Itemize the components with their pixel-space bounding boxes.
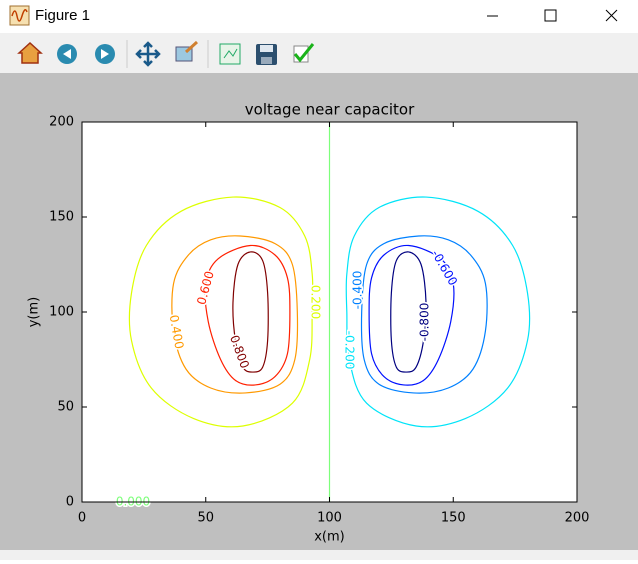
contour-label: -0.800 <box>418 303 432 342</box>
contour-line <box>204 244 291 386</box>
y-tick-label: 100 <box>49 305 74 320</box>
edit-button[interactable] <box>293 43 315 63</box>
contour-label: -0.400 <box>351 271 365 310</box>
status-bar <box>0 550 638 560</box>
contour-line <box>360 235 488 394</box>
y-tick-label: 0 <box>66 495 74 510</box>
save-button[interactable] <box>256 44 277 65</box>
contour-line <box>345 196 531 428</box>
home-button[interactable] <box>17 41 43 64</box>
chart-title: voltage near capacitor <box>245 101 415 119</box>
y-tick-label: 50 <box>57 400 74 415</box>
contour-line <box>128 196 314 428</box>
x-tick-label: 100 <box>317 511 342 526</box>
x-tick-label: 0 <box>78 511 86 526</box>
title-bar <box>0 0 638 33</box>
back-button[interactable] <box>57 44 77 64</box>
pan-button[interactable] <box>135 41 161 67</box>
contour-line <box>171 235 299 394</box>
x-tick-label: 150 <box>441 511 466 526</box>
contour-label: 0.200 <box>309 285 323 319</box>
y-tick-label: 150 <box>49 210 74 225</box>
contour-label: -0.200 <box>343 331 357 370</box>
x-axis-label: x(m) <box>314 530 345 545</box>
forward-button[interactable] <box>95 44 115 64</box>
x-tick-label: 200 <box>565 511 590 526</box>
zoom-button[interactable] <box>175 40 199 62</box>
contour-line <box>368 244 455 386</box>
app-icon <box>9 5 30 26</box>
close-button[interactable] <box>605 9 618 22</box>
y-tick-label: 200 <box>49 115 74 130</box>
configure-button[interactable] <box>219 43 241 65</box>
y-axis-label: y(m) <box>27 297 42 328</box>
x-tick-label: 50 <box>197 511 214 526</box>
maximize-button[interactable] <box>544 9 557 22</box>
contour-line <box>390 251 427 373</box>
contour-line <box>232 251 269 373</box>
window-title: Figure 1 <box>35 7 90 24</box>
